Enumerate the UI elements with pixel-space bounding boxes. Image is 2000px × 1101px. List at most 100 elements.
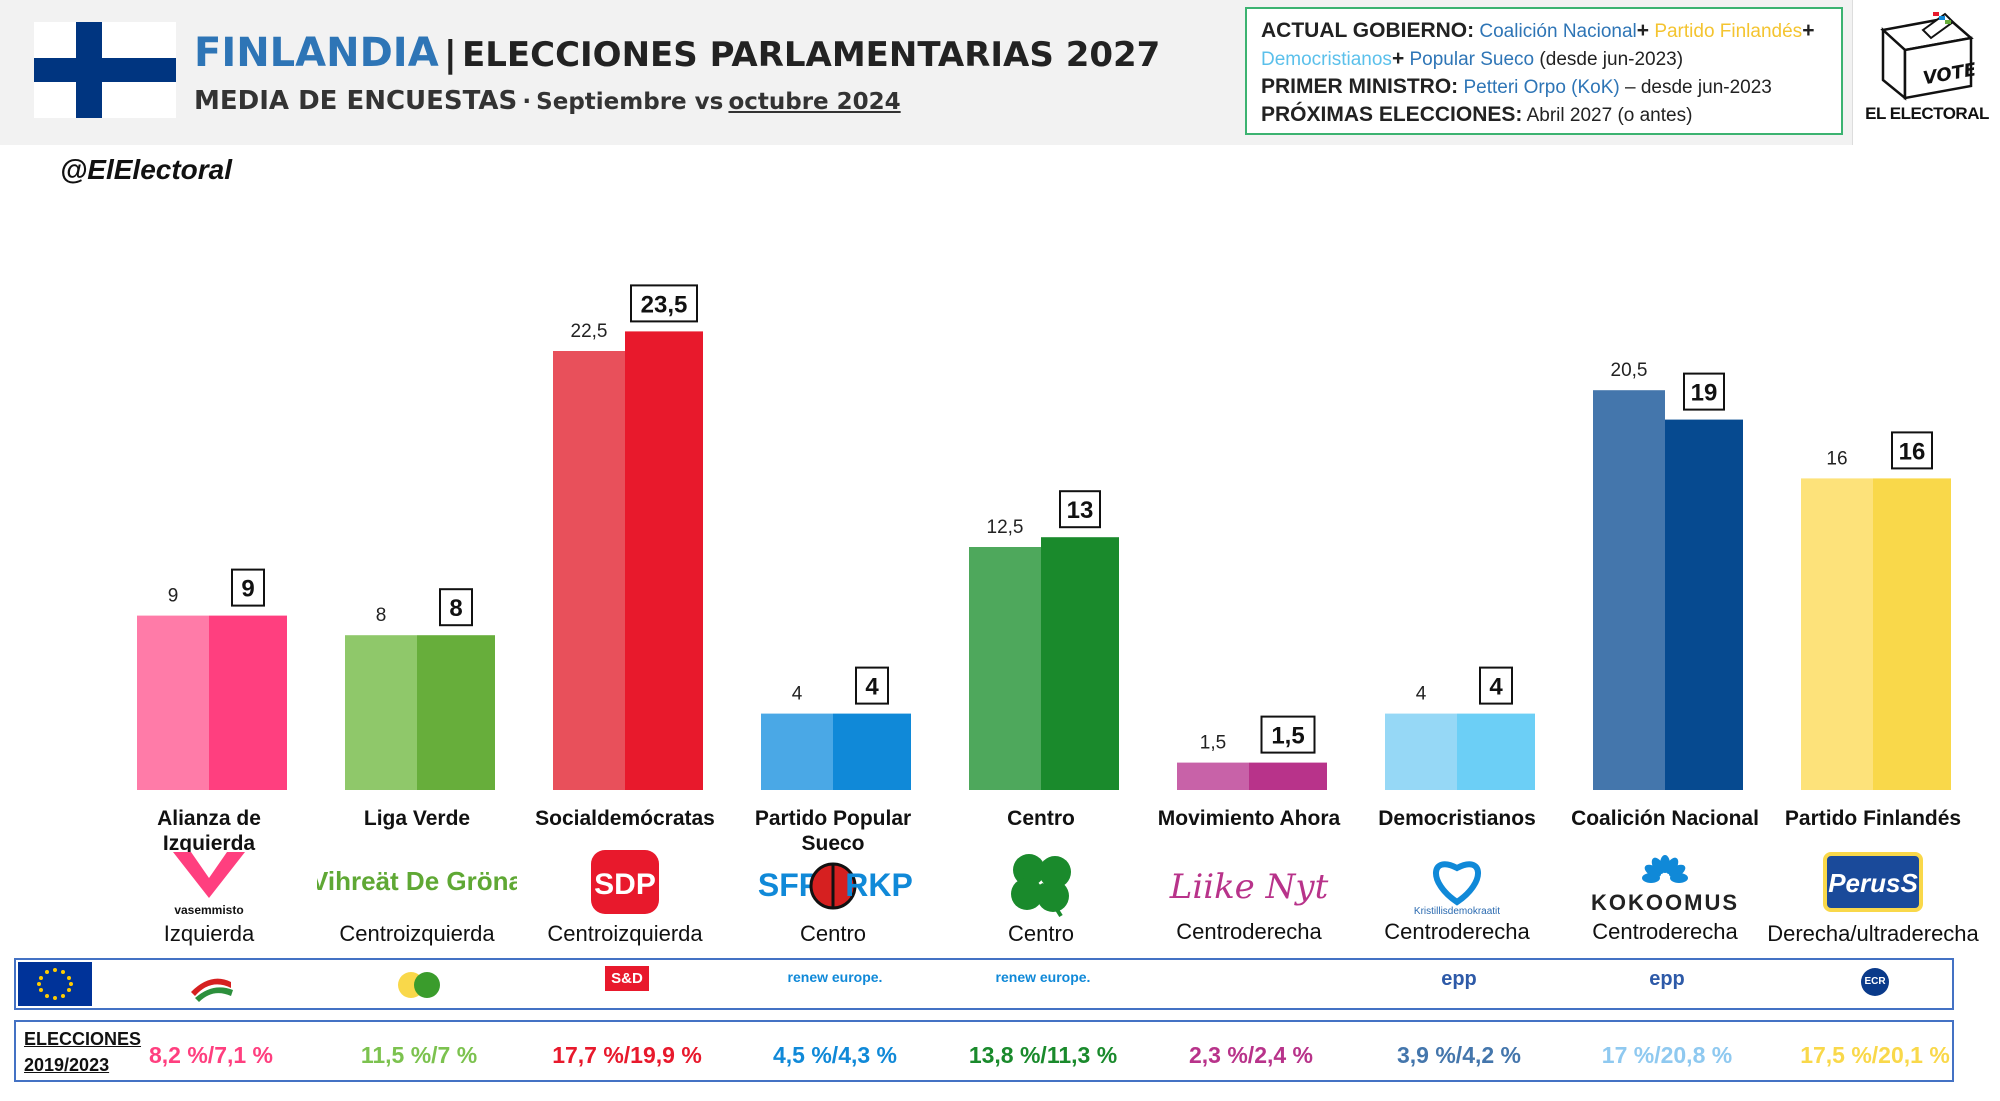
euro-group	[359, 968, 479, 1006]
party-name: Coalición Nacional	[1571, 807, 1759, 830]
sd-group-badge: S&D	[605, 966, 649, 991]
logo-text-2: RKP	[845, 867, 913, 903]
gov-label: ACTUAL GOBIERNO:	[1261, 19, 1475, 42]
euro-group: S&D	[567, 966, 687, 991]
value-label-prev: 8	[376, 605, 387, 626]
ballot-box-icon: VOTE	[1880, 12, 1978, 101]
party-logo-graphic: SFP RKP	[758, 862, 913, 910]
value-label-prev: 4	[792, 684, 803, 705]
value-label-prev: 20,5	[1611, 360, 1648, 381]
clover-icon	[1011, 854, 1071, 912]
party-name: Liga Verde	[363, 807, 471, 830]
perus-badge	[1823, 852, 1923, 912]
previous-result: 3,9 %/4,2 %	[1396, 1042, 1522, 1068]
european-groups-bar: S&D renew europe. renew europe. epp epp ECR	[14, 958, 1954, 1010]
party-name: Centro	[1007, 807, 1075, 830]
party-logo: KOKOOMUS	[1565, 848, 1765, 918]
party-logo-graphic	[1011, 854, 1071, 918]
finland-flag-icon	[34, 22, 176, 118]
plus-1: +	[1636, 19, 1650, 42]
title-separator: |	[443, 34, 457, 75]
results-label: ELECCIONES 2019/2023	[24, 1026, 141, 1078]
party-name: Socialdemócratas	[535, 807, 715, 830]
next-label: PRÓXIMAS ELECCIONES:	[1261, 103, 1523, 126]
ideology-label: Centroizquierda	[547, 921, 703, 946]
value-box-curr	[1683, 372, 1725, 411]
brand-name: EL ELECTORAL	[1865, 104, 1989, 123]
gov-party-2: Partido Finlandés	[1654, 21, 1803, 42]
ideology-label: Centroderecha	[1176, 919, 1322, 944]
party-logo: Liike Nyt	[1149, 848, 1349, 918]
greens-group-icon	[398, 972, 440, 998]
bar-prev	[345, 635, 417, 790]
party-name: Alianza de Izquierda	[157, 807, 261, 855]
bar-curr	[1249, 762, 1327, 790]
subtitle-from: Septiembre vs	[536, 89, 724, 115]
logo-text: KOKOOMUS	[1591, 890, 1739, 915]
value-label-curr: 4	[865, 674, 879, 701]
party-logo: vasemmisto	[109, 848, 309, 918]
government-line: ACTUAL GOBIERNO: Coalición Nacional+ Par…	[1261, 17, 1827, 45]
euro-group: renew europe.	[995, 969, 1091, 985]
sdp-badge	[591, 850, 659, 914]
next-election-line: PRÓXIMAS ELECCIONES: Abril 2027 (o antes…	[1261, 101, 1827, 129]
ideology-label: Derecha/ultraderecha	[1767, 921, 1979, 946]
value-box-curr	[439, 588, 473, 627]
bar-curr	[1041, 537, 1119, 790]
euro-group: epp	[1649, 968, 1685, 990]
party-logo-graphic: SDP	[591, 850, 659, 914]
previous-result: 8,2 %/7,1 %	[148, 1042, 274, 1068]
social-handle: @ElElectoral	[60, 154, 233, 185]
kokoomus-flower-icon	[1642, 855, 1688, 883]
value-label-prev: 9	[168, 586, 179, 607]
subtitle-dot: ·	[522, 89, 532, 115]
previous-result: 2,3 %/2,4 %	[1188, 1042, 1314, 1068]
bar-curr	[1457, 713, 1535, 790]
header-band: FINLANDIA | ELECCIONES PARLAMENTARIAS 20…	[0, 0, 2000, 145]
pm-label: PRIMER MINISTRO:	[1261, 75, 1459, 98]
brand-logo: VOTE EL ELECTORAL	[1852, 0, 2000, 145]
value-box-curr	[1059, 490, 1101, 529]
party-logo-graphic: Kristillisdemokraatit	[1414, 861, 1500, 917]
bar-curr	[833, 713, 911, 790]
gov-party-1: Coalición Nacional	[1479, 21, 1637, 42]
value-label-curr: 8	[449, 595, 462, 622]
previous-result: 17,7 %/19,9 %	[552, 1042, 702, 1068]
bar-prev	[1385, 713, 1457, 790]
pm-since: – desde jun-2023	[1625, 77, 1772, 98]
subtitle-to: octubre 2024	[728, 89, 901, 115]
v-heart-icon	[173, 852, 245, 898]
bar-curr	[209, 615, 287, 790]
logo-text: SDP	[594, 868, 656, 901]
value-label-prev: 1,5	[1200, 733, 1226, 754]
euro-group: renew europe.	[787, 969, 883, 985]
value-label-curr: 4	[1489, 674, 1503, 701]
value-box-curr	[1260, 715, 1316, 754]
party-logo-graphic: vasemmisto	[173, 852, 245, 917]
logo-text: Liike Nyt	[1169, 867, 1329, 907]
party-logo	[941, 848, 1141, 918]
bar-curr	[417, 635, 495, 790]
value-box-curr	[1891, 431, 1933, 470]
page-subtitle: MEDIA DE ENCUESTAS · Septiembre vs octub…	[194, 86, 901, 116]
pm-line: PRIMER MINISTRO: Petteri Orpo (KoK) – de…	[1261, 73, 1827, 101]
party-logo: PerusS	[1773, 848, 1973, 918]
value-label-prev: 16	[1826, 448, 1847, 469]
value-label-curr: 9	[241, 576, 254, 603]
kd-heart-icon	[1433, 861, 1481, 906]
previous-result: 13,8 %/11,3 %	[968, 1042, 1118, 1068]
bar-prev	[1801, 478, 1873, 790]
pm-name: Petteri Orpo (KoK)	[1463, 77, 1620, 98]
value-label-prev: 4	[1416, 684, 1427, 705]
previous-result: 4,5 %/4,3 %	[772, 1042, 898, 1068]
results-label-line1: ELECCIONES	[24, 1029, 142, 1049]
subtitle-main: MEDIA DE ENCUESTAS	[194, 86, 518, 116]
bar-prev	[1177, 762, 1249, 790]
gov-since: (desde jun-2023)	[1539, 49, 1684, 70]
logo-text: PerusS	[1828, 868, 1918, 898]
euro-group: epp	[1441, 968, 1477, 990]
bar-prev	[761, 713, 833, 790]
previous-result: 17 %/20,8 %	[1601, 1042, 1733, 1068]
bar-curr	[1665, 419, 1743, 790]
value-label-prev: 12,5	[987, 517, 1024, 538]
